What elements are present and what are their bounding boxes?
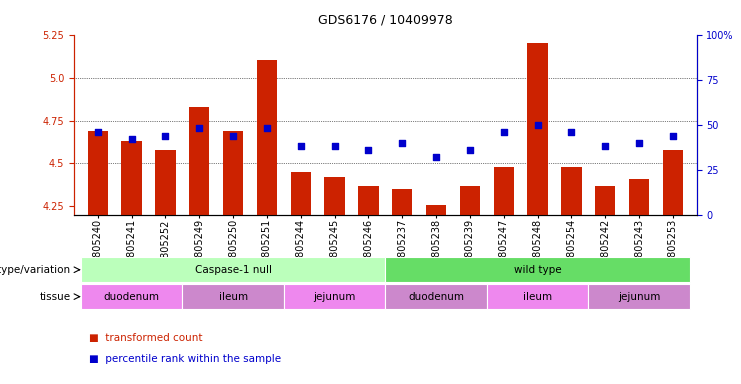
Point — [464, 147, 476, 153]
Text: Caspase-1 null: Caspase-1 null — [195, 265, 272, 275]
Point — [193, 125, 205, 131]
Bar — [459, 186, 480, 215]
Point — [261, 125, 273, 131]
Bar — [588, 284, 690, 309]
Text: duodenum: duodenum — [104, 291, 159, 302]
Bar — [325, 177, 345, 215]
Text: ■  transformed count: ■ transformed count — [89, 333, 202, 343]
Point — [667, 132, 679, 139]
Point — [531, 122, 543, 128]
Point — [362, 147, 374, 153]
Point — [126, 136, 138, 142]
Bar — [156, 150, 176, 215]
Bar — [392, 189, 413, 215]
Text: ■  percentile rank within the sample: ■ percentile rank within the sample — [89, 354, 281, 364]
Bar — [122, 141, 142, 215]
Text: GDS6176 / 10409978: GDS6176 / 10409978 — [318, 14, 453, 27]
Bar — [223, 131, 243, 215]
Text: ileum: ileum — [219, 291, 247, 302]
Bar — [81, 284, 182, 309]
Point — [227, 132, 239, 139]
Bar — [494, 167, 514, 215]
Bar — [182, 284, 284, 309]
Text: genotype/variation: genotype/variation — [0, 265, 70, 275]
Point — [498, 129, 510, 135]
Bar — [487, 284, 588, 309]
Bar — [81, 257, 385, 282]
Bar — [257, 60, 277, 215]
Point — [159, 132, 171, 139]
Point — [396, 140, 408, 146]
Point — [295, 143, 307, 149]
Bar — [662, 150, 683, 215]
Text: ileum: ileum — [523, 291, 552, 302]
Text: duodenum: duodenum — [408, 291, 464, 302]
Point — [329, 143, 341, 149]
Point — [565, 129, 577, 135]
Bar — [358, 186, 379, 215]
Text: wild type: wild type — [514, 265, 562, 275]
Bar — [385, 284, 487, 309]
Bar — [87, 131, 108, 215]
Bar — [528, 43, 548, 215]
Bar — [385, 257, 690, 282]
Bar — [629, 179, 649, 215]
Text: jejunum: jejunum — [313, 291, 356, 302]
Bar — [426, 205, 446, 215]
Bar — [284, 284, 385, 309]
Point — [599, 143, 611, 149]
Point — [430, 154, 442, 161]
Bar — [561, 167, 582, 215]
Point — [633, 140, 645, 146]
Point — [92, 129, 104, 135]
Text: tissue: tissue — [39, 291, 70, 302]
Bar — [595, 186, 615, 215]
Text: jejunum: jejunum — [618, 291, 660, 302]
Bar — [290, 172, 311, 215]
Bar — [189, 107, 210, 215]
